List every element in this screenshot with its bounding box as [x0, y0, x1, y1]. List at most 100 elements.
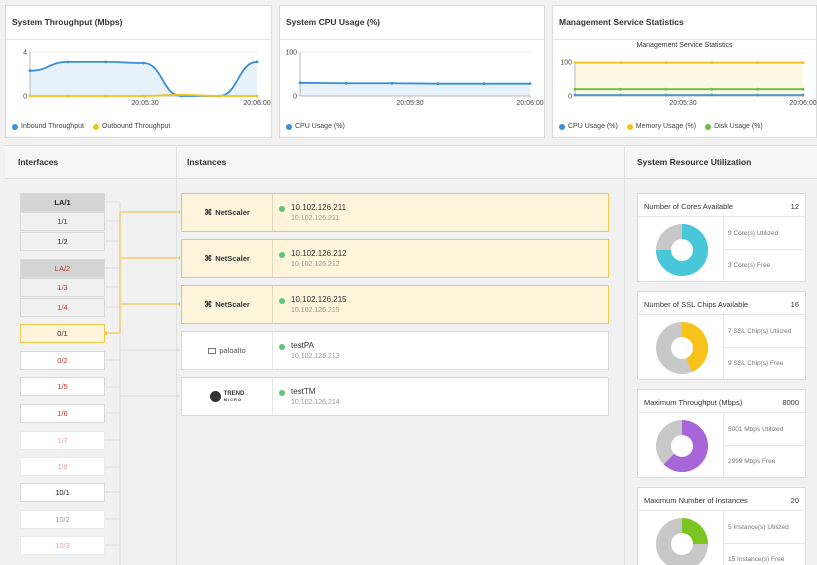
- section-header-bar: Interfaces Instances System Resource Uti…: [5, 145, 817, 179]
- netscaler-logo: ⌘ NetScaler: [182, 286, 273, 323]
- status-up-icon: [279, 344, 285, 350]
- instance-ip: 10.102.126.213: [291, 353, 340, 360]
- netscaler-logo-text: NetScaler: [215, 254, 250, 263]
- interface-1-7[interactable]: 1/7: [20, 431, 105, 450]
- resource-used-label: 5001 Mbps Utilized: [723, 413, 805, 446]
- interface-10-1[interactable]: 10/1: [20, 483, 105, 502]
- interfaces-divider: [176, 145, 177, 565]
- instance-card[interactable]: ⌘ NetScaler 10.102.126.211 10.102.126.211: [181, 193, 609, 232]
- data-point: [142, 61, 145, 65]
- legend-outbound[interactable]: Outbound Throughput: [92, 123, 170, 130]
- legend-mgmt-memory[interactable]: Memory Usage (%): [626, 123, 697, 130]
- data-point: [619, 93, 622, 97]
- donut-used-slice: [682, 322, 708, 373]
- y-tick-label: 4: [23, 50, 27, 57]
- instance-ip: 10.102.126.215: [291, 307, 340, 314]
- mgmt-title: Management Service Statistics: [553, 6, 816, 40]
- data-point: [28, 69, 32, 73]
- donut-chart[interactable]: [654, 418, 710, 474]
- netscaler-logo: ⌘ NetScaler: [182, 240, 273, 277]
- mgmt-legend: CPU Usage (%) Memory Usage (%) Disk Usag…: [559, 123, 763, 130]
- data-point: [664, 87, 668, 91]
- data-point: [298, 81, 302, 85]
- data-point: [255, 94, 259, 98]
- instance-card[interactable]: TREND MICRO testTM 10.102.126.214: [181, 377, 609, 416]
- legend-mgmt-memory-label: Memory Usage (%): [635, 123, 697, 130]
- interface-0-1[interactable]: 0/1: [20, 324, 105, 343]
- data-point: [756, 61, 759, 65]
- legend-inbound[interactable]: Inbound Throughput: [12, 123, 84, 130]
- x-tick-label: 20:05:30: [131, 100, 158, 107]
- legend-mgmt-cpu-label: CPU Usage (%): [568, 123, 618, 130]
- interface-1-1[interactable]: 1/1: [20, 212, 105, 231]
- interface-1-5[interactable]: 1/5: [20, 377, 105, 396]
- interfaces-heading: Interfaces: [18, 157, 59, 167]
- instance-name: 10.102.126.211: [291, 203, 347, 212]
- interface-la-1[interactable]: LA/1: [20, 193, 105, 212]
- data-point: [801, 61, 805, 65]
- legend-mgmt-memory-dot: [626, 123, 633, 130]
- data-point: [66, 60, 70, 64]
- resource-used-label: 5 Instance(s) Utilized: [723, 511, 805, 544]
- interface-10-2[interactable]: 10/2: [20, 510, 105, 529]
- x-tick-label: 20:05:30: [396, 100, 423, 107]
- interface-1-8[interactable]: 1/8: [20, 457, 105, 476]
- series-area: [300, 82, 530, 96]
- data-point: [619, 61, 622, 65]
- legend-mgmt-disk[interactable]: Disk Usage (%): [705, 123, 763, 130]
- interface-1-3[interactable]: 1/3: [20, 278, 105, 297]
- trendmicro-wordmark: TREND MICRO: [224, 391, 245, 403]
- data-point: [344, 81, 348, 85]
- interface-1-6[interactable]: 1/6: [20, 404, 105, 423]
- data-point: [255, 60, 259, 64]
- data-point: [66, 94, 70, 98]
- netscaler-icon: ⌘: [204, 208, 213, 217]
- mgmt-inner-title: Management Service Statistics: [636, 42, 733, 49]
- y-tick-label: 100: [560, 60, 572, 67]
- legend-cpu-label: CPU Usage (%): [295, 123, 345, 130]
- mgmt-chart[interactable]: 100 0 20:05:30 20:06:00: [553, 52, 817, 116]
- paloalto-logo: paloalto: [182, 332, 273, 369]
- interface-1-4[interactable]: 1/4: [20, 298, 105, 317]
- instance-name: testTM: [291, 387, 316, 396]
- legend-cpu[interactable]: CPU Usage (%): [286, 123, 345, 130]
- status-up-icon: [279, 252, 285, 258]
- legend-mgmt-cpu[interactable]: CPU Usage (%): [559, 123, 618, 130]
- resource-title: Maximum Number of Instances: [638, 488, 805, 511]
- legend-mgmt-cpu-dot: [559, 123, 565, 130]
- interface-0-2[interactable]: 0/2: [20, 351, 105, 370]
- legend-inbound-dot: [12, 123, 18, 130]
- data-point: [436, 82, 440, 86]
- cpu-legend: CPU Usage (%): [286, 123, 345, 130]
- resource-card-throughput: Maximum Throughput (Mbps) 8000 5001 Mbps…: [637, 389, 806, 478]
- data-point: [142, 94, 145, 98]
- donut-chart[interactable]: [654, 320, 710, 376]
- donut-hole: [671, 533, 693, 555]
- resource-value: 20: [790, 496, 799, 505]
- data-point: [664, 93, 668, 97]
- series-line: [299, 81, 530, 85]
- data-point: [801, 87, 805, 91]
- interface-10-3[interactable]: 10/3: [20, 536, 105, 555]
- donut-chart[interactable]: [654, 222, 710, 278]
- interface-1-2[interactable]: 1/2: [20, 232, 105, 251]
- y-tick-label: 0: [568, 94, 572, 101]
- legend-cpu-dot: [286, 123, 292, 130]
- donut-chart[interactable]: [654, 516, 710, 565]
- instance-card[interactable]: paloalto testPA 10.102.126.213: [181, 331, 609, 370]
- throughput-legend: Inbound Throughput Outbound Throughput: [12, 123, 170, 130]
- instance-card[interactable]: ⌘ NetScaler 10.102.126.212 10.102.126.212: [181, 239, 609, 278]
- data-point: [710, 61, 714, 65]
- throughput-chart[interactable]: 4 0 20:05:30 20:06:00: [6, 46, 273, 116]
- cpu-chart[interactable]: 100 0 20:05:30 20:06:00: [280, 46, 546, 116]
- data-point: [104, 94, 108, 98]
- instance-card[interactable]: ⌘ NetScaler 10.102.126.215 10.102.126.215: [181, 285, 609, 324]
- donut-hole: [671, 239, 693, 261]
- data-point: [756, 93, 759, 97]
- resource-value: 16: [790, 300, 799, 309]
- legend-mgmt-disk-label: Disk Usage (%): [714, 123, 763, 130]
- data-point: [573, 93, 577, 97]
- mgmt-panel: Management Service Statistics Management…: [552, 5, 817, 138]
- resources-divider: [624, 145, 625, 565]
- interface-la-2[interactable]: LA/2: [20, 259, 105, 278]
